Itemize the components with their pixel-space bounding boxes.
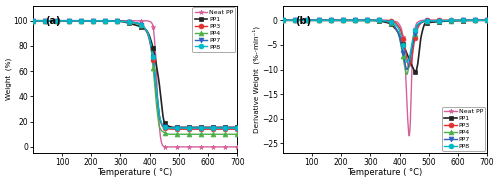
X-axis label: Temperature ( °C): Temperature ( °C) [98,168,172,178]
Y-axis label: Derivative Weight  (%-·min⁻¹): Derivative Weight (%-·min⁻¹) [253,26,260,133]
Text: (a): (a) [45,16,60,26]
X-axis label: Temperature ( °C): Temperature ( °C) [348,168,422,178]
Y-axis label: Weight  (%): Weight (%) [6,58,12,100]
Text: (b): (b) [295,16,311,26]
Legend: Neat PP, PP1, PP3, PP4, PP7, PP8: Neat PP, PP1, PP3, PP4, PP7, PP8 [192,8,236,52]
Legend: Neat PP, PP1, PP3, PP4, PP7, PP8: Neat PP, PP1, PP3, PP4, PP7, PP8 [442,107,486,151]
